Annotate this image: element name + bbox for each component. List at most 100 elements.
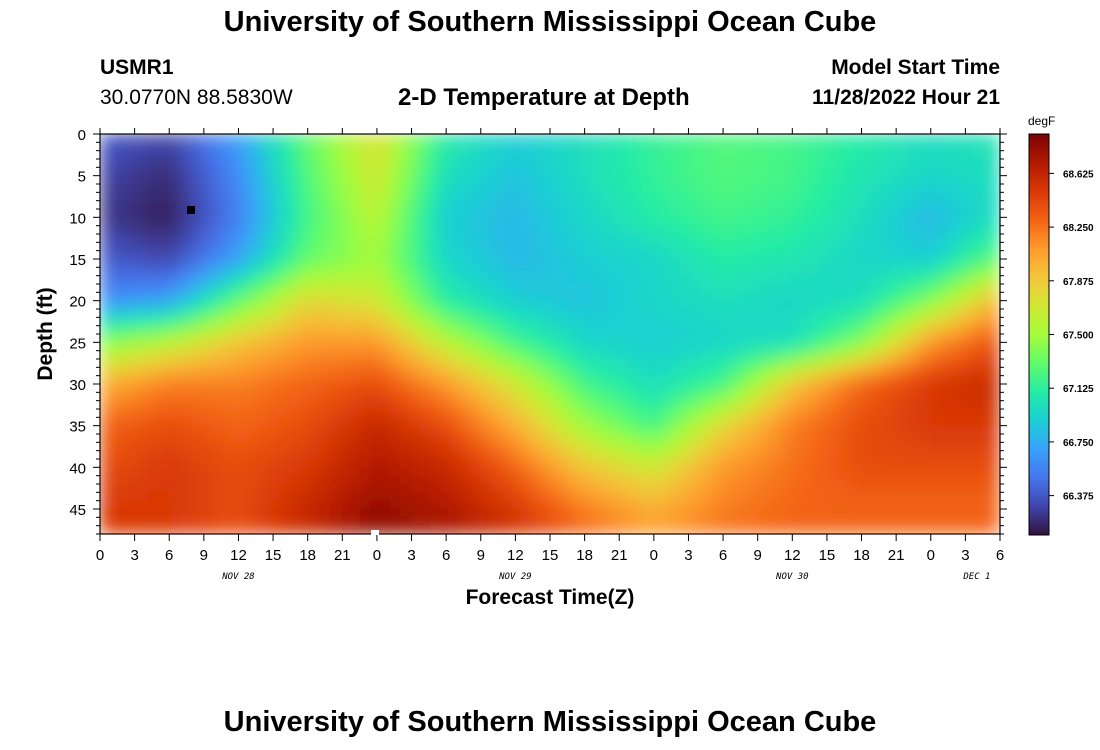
heatmap-cell	[439, 475, 451, 485]
heatmap-cell	[359, 317, 371, 326]
heatmap-cell	[359, 183, 371, 193]
heatmap-cell	[339, 167, 351, 176]
heatmap-cell	[609, 442, 621, 451]
heatmap-cell	[309, 250, 321, 260]
heatmap-cell	[519, 325, 531, 335]
heatmap-cell	[569, 167, 581, 176]
heatmap-cell	[759, 492, 771, 501]
heatmap-cell	[949, 208, 961, 218]
heatmap-cell	[859, 275, 871, 285]
heatmap-cell	[639, 267, 651, 276]
heatmap-cell	[269, 192, 281, 201]
heatmap-cell	[219, 317, 231, 326]
heatmap-cell	[109, 425, 121, 435]
heatmap-cell	[829, 134, 841, 143]
heatmap-cell	[379, 367, 391, 376]
heatmap-cell	[949, 392, 961, 401]
heatmap-cell	[549, 292, 561, 301]
heatmap-cell	[179, 167, 191, 176]
heatmap-cell	[129, 500, 141, 510]
heatmap-cell	[499, 467, 511, 476]
heatmap-cell	[969, 417, 981, 426]
heatmap-cell	[100, 467, 111, 476]
heatmap-cell	[489, 267, 501, 276]
heatmap-cell	[929, 292, 941, 301]
heatmap-cell	[249, 492, 261, 501]
heatmap-cell	[989, 342, 1000, 351]
heatmap-cell	[609, 467, 621, 476]
heatmap-cell	[409, 408, 421, 418]
heatmap-cell	[269, 258, 281, 268]
heatmap-cell	[349, 325, 361, 335]
heatmap-cell	[989, 517, 1000, 526]
heatmap-cell	[219, 208, 231, 218]
heatmap-cell	[669, 317, 681, 326]
heatmap-cell	[569, 283, 581, 293]
heatmap-cell	[559, 350, 571, 360]
heatmap-cell	[639, 433, 651, 443]
heatmap-cell	[579, 258, 591, 268]
heatmap-cell	[959, 467, 971, 476]
heatmap-cell	[549, 392, 561, 401]
heatmap-cell	[869, 408, 881, 418]
heatmap-cell	[100, 475, 111, 485]
heatmap-cell	[289, 267, 301, 276]
heatmap-cell	[809, 475, 821, 485]
heatmap-cell	[609, 450, 621, 460]
heatmap-cell	[100, 358, 111, 368]
heatmap-cell	[739, 200, 751, 210]
heatmap-cell	[699, 508, 711, 518]
heatmap-cell	[459, 250, 471, 260]
heatmap-cell	[599, 392, 611, 401]
heatmap-cell	[659, 508, 671, 518]
heatmap-cell	[339, 367, 351, 376]
heatmap-cell	[309, 292, 321, 301]
heatmap-cell	[129, 517, 141, 526]
heatmap-cell	[889, 508, 901, 518]
heatmap-cell	[779, 150, 791, 160]
heatmap-cell	[199, 375, 211, 385]
heatmap-cell	[649, 450, 661, 460]
heatmap-cell	[129, 450, 141, 460]
heatmap-cell	[249, 358, 261, 368]
y-tick-label: 40	[69, 460, 86, 477]
heatmap-cell	[529, 425, 541, 435]
heatmap-cell	[429, 375, 441, 385]
heatmap-cell	[489, 158, 501, 168]
heatmap-cell	[899, 292, 911, 301]
heatmap-cell	[879, 217, 891, 226]
heatmap-cell	[979, 483, 991, 493]
heatmap-cell	[199, 433, 211, 443]
heatmap-cell	[919, 317, 931, 326]
heatmap-cell	[359, 358, 371, 368]
heatmap-cell	[459, 258, 471, 268]
heatmap-cell	[879, 358, 891, 368]
heatmap-cell	[709, 367, 721, 376]
heatmap-cell	[239, 275, 251, 285]
heatmap-cell	[229, 467, 241, 476]
heatmap-cell	[829, 425, 841, 435]
heatmap-cell	[169, 142, 181, 151]
heatmap-cell	[549, 400, 561, 410]
heatmap-cell	[439, 458, 451, 468]
heatmap-cell	[759, 525, 771, 534]
heatmap-cell	[729, 258, 741, 268]
heatmap-cell	[519, 233, 531, 243]
heatmap-cell	[519, 500, 531, 510]
heatmap-cell	[849, 150, 861, 160]
heatmap-cell	[259, 300, 271, 310]
heatmap-cell	[869, 467, 881, 476]
heatmap-cell	[459, 467, 471, 476]
heatmap-cell	[599, 450, 611, 460]
heatmap-cell	[309, 417, 321, 426]
heatmap-cell	[359, 367, 371, 376]
heatmap-cell	[299, 325, 311, 335]
heatmap-cell	[479, 367, 491, 376]
heatmap-cell	[539, 300, 551, 310]
heatmap-cell	[769, 458, 781, 468]
heatmap-cell	[929, 367, 941, 376]
heatmap-cell	[229, 142, 241, 151]
heatmap-cell	[839, 283, 851, 293]
heatmap-cell	[129, 400, 141, 410]
heatmap-cell	[389, 333, 401, 343]
